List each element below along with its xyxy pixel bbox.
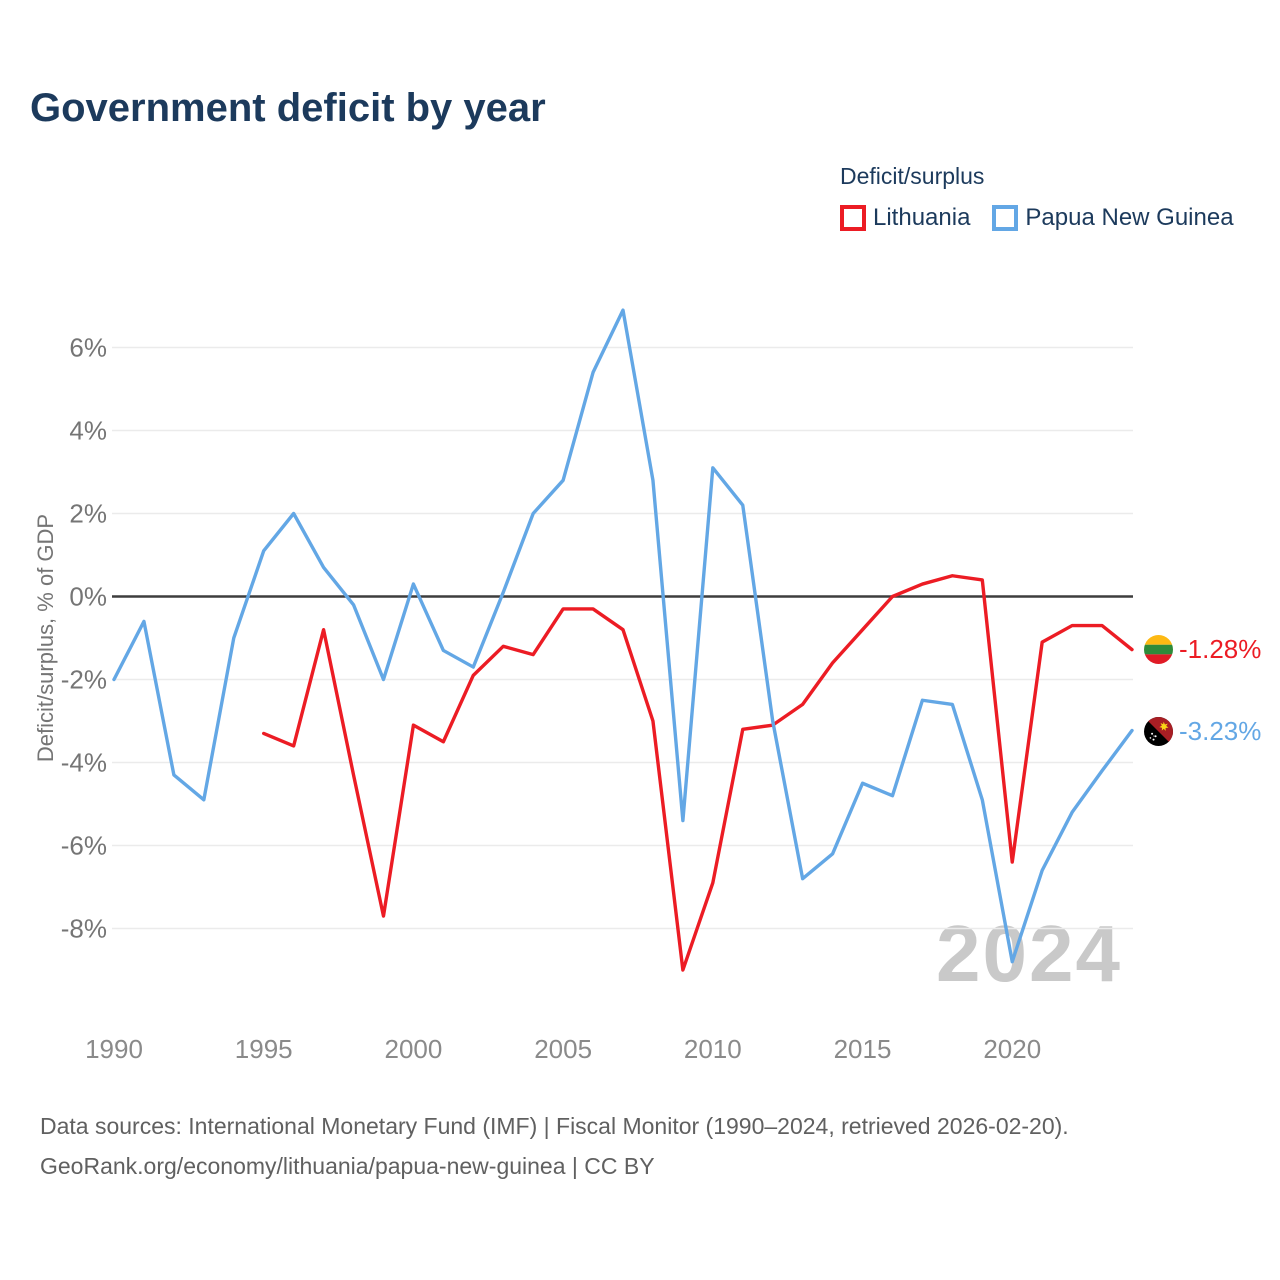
end-label-papua-new-guinea-value: -3.23% xyxy=(1179,715,1262,746)
end-label-lithuania: -1.28% xyxy=(1144,634,1261,664)
end-label-lithuania-value: -1.28% xyxy=(1179,633,1262,664)
x-tick-label: 2000 xyxy=(384,1034,442,1064)
x-tick-label: 1995 xyxy=(235,1034,293,1064)
y-tick-label: 4% xyxy=(69,416,107,446)
papua-new-guinea-series-swatch xyxy=(992,205,1019,231)
lithuania-flag-icon xyxy=(1144,634,1173,664)
page-title: Government deficit by year xyxy=(30,86,546,130)
y-tick-label: -6% xyxy=(61,831,107,861)
series-line-lithuania xyxy=(262,574,1134,972)
footer-line-1: Data sources: International Monetary Fun… xyxy=(40,1113,1069,1139)
y-tick-label: 0% xyxy=(69,582,107,612)
series-line-papua-new-guinea xyxy=(112,308,1134,964)
legend-item-lithuania-label: Lithuania xyxy=(873,204,971,231)
x-tick-label: 2015 xyxy=(834,1034,892,1064)
papua-new-guinea-flag-icon xyxy=(1144,716,1173,746)
lithuania-series-swatch xyxy=(840,205,866,231)
y-tick-label: -4% xyxy=(61,748,107,778)
legend-item-papua-new-guinea-label: Papua New Guinea xyxy=(1025,204,1234,231)
legend-title: Deficit/surplus xyxy=(840,163,985,189)
x-tick-label: 2005 xyxy=(534,1034,592,1064)
watermark: 2024 xyxy=(936,909,1122,998)
legend-item-lithuania: Lithuania xyxy=(840,204,970,232)
y-tick-label: 2% xyxy=(69,499,107,529)
legend-items: Lithuania Papua New Guinea xyxy=(840,204,1234,232)
footer: Data sources: International Monetary Fun… xyxy=(40,1106,1069,1186)
end-label-papua-new-guinea: -3.23% xyxy=(1144,716,1261,746)
y-tick-label: 6% xyxy=(69,333,107,363)
x-tick-label: 2020 xyxy=(983,1034,1041,1064)
legend-item-papua-new-guinea: Papua New Guinea xyxy=(992,204,1234,232)
y-tick-label: -2% xyxy=(61,665,107,695)
legend: Deficit/surplus Lithuania Papua New Guin… xyxy=(840,163,1234,232)
x-tick-label: 1990 xyxy=(85,1034,143,1064)
y-tick-label: -8% xyxy=(61,914,107,944)
footer-line-2: GeoRank.org/economy/lithuania/papua-new-… xyxy=(40,1153,655,1179)
x-tick-label: 2010 xyxy=(684,1034,742,1064)
